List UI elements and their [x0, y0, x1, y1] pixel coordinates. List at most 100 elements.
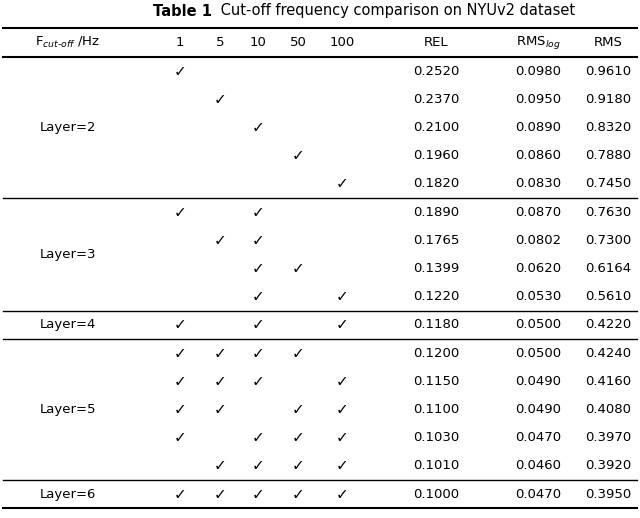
Text: ✓: ✓	[252, 318, 264, 333]
Text: ✓: ✓	[292, 261, 305, 276]
Text: 1: 1	[176, 36, 184, 49]
Text: 0.2520: 0.2520	[413, 65, 459, 78]
Text: ✓: ✓	[335, 458, 348, 473]
Text: 0.7300: 0.7300	[585, 234, 631, 247]
Text: 0.1000: 0.1000	[413, 487, 459, 500]
Text: ✓: ✓	[214, 374, 227, 389]
Text: 0.1010: 0.1010	[413, 459, 459, 472]
Text: 0.0470: 0.0470	[515, 487, 561, 500]
Text: ✓: ✓	[292, 486, 305, 501]
Text: 0.0830: 0.0830	[515, 177, 561, 191]
Text: 0.1100: 0.1100	[413, 403, 459, 416]
Text: 0.7450: 0.7450	[585, 177, 631, 191]
Text: $\mathrm{F}_{cut\text{-}off}$ /Hz: $\mathrm{F}_{cut\text{-}off}$ /Hz	[35, 35, 100, 50]
Text: ✓: ✓	[173, 374, 186, 389]
Text: 0.1150: 0.1150	[413, 375, 459, 388]
Text: ✓: ✓	[173, 64, 186, 79]
Text: 0.1399: 0.1399	[413, 262, 459, 275]
Text: 0.8320: 0.8320	[585, 121, 631, 134]
Text: 0.0890: 0.0890	[515, 121, 561, 134]
Text: 0.0620: 0.0620	[515, 262, 561, 275]
Text: 0.9180: 0.9180	[585, 93, 631, 106]
Text: 0.1030: 0.1030	[413, 431, 459, 444]
Text: 0.4220: 0.4220	[585, 319, 631, 332]
Text: ✓: ✓	[292, 148, 305, 163]
Text: Layer=3: Layer=3	[40, 248, 96, 261]
Text: 0.1890: 0.1890	[413, 206, 459, 219]
Text: 0.0870: 0.0870	[515, 206, 561, 219]
Text: Layer=2: Layer=2	[40, 121, 96, 134]
Text: ✓: ✓	[252, 346, 264, 361]
Text: 0.6164: 0.6164	[585, 262, 631, 275]
Text: Cut-off frequency comparison on NYUv2 dataset: Cut-off frequency comparison on NYUv2 da…	[216, 4, 575, 19]
Text: ✓: ✓	[252, 120, 264, 135]
Text: 0.1820: 0.1820	[413, 177, 459, 191]
Text: 50: 50	[289, 36, 307, 49]
Text: ✓: ✓	[173, 430, 186, 445]
Text: ✓: ✓	[252, 430, 264, 445]
Text: 0.1220: 0.1220	[413, 290, 459, 303]
Text: 0.0860: 0.0860	[515, 149, 561, 162]
Text: ✓: ✓	[335, 374, 348, 389]
Text: ✓: ✓	[214, 346, 227, 361]
Text: 0.1765: 0.1765	[413, 234, 459, 247]
Text: 0.4080: 0.4080	[585, 403, 631, 416]
Text: ✓: ✓	[252, 233, 264, 248]
Text: ✓: ✓	[252, 261, 264, 276]
Text: Layer=4: Layer=4	[40, 319, 96, 332]
Text: Table 1: Table 1	[153, 4, 212, 19]
Text: 0.5610: 0.5610	[585, 290, 631, 303]
Text: ✓: ✓	[173, 205, 186, 220]
Text: ✓: ✓	[252, 205, 264, 220]
Text: ✓: ✓	[335, 430, 348, 445]
Text: ✓: ✓	[292, 430, 305, 445]
Text: 0.0500: 0.0500	[515, 347, 561, 359]
Text: ✓: ✓	[292, 402, 305, 417]
Text: ✓: ✓	[173, 402, 186, 417]
Text: 0.3950: 0.3950	[585, 487, 631, 500]
Text: ✓: ✓	[252, 289, 264, 304]
Text: 0.9610: 0.9610	[585, 65, 631, 78]
Text: 0.3970: 0.3970	[585, 431, 631, 444]
Text: 0.1180: 0.1180	[413, 319, 459, 332]
Text: 0.7630: 0.7630	[585, 206, 631, 219]
Text: ✓: ✓	[173, 486, 186, 501]
Text: ✓: ✓	[214, 402, 227, 417]
Text: ✓: ✓	[214, 486, 227, 501]
Text: 0.0490: 0.0490	[515, 375, 561, 388]
Text: ✓: ✓	[335, 486, 348, 501]
Text: ✓: ✓	[335, 289, 348, 304]
Text: ✓: ✓	[292, 458, 305, 473]
Text: 0.1960: 0.1960	[413, 149, 459, 162]
Text: 0.0802: 0.0802	[515, 234, 561, 247]
Text: ✓: ✓	[252, 458, 264, 473]
Text: 0.4160: 0.4160	[585, 375, 631, 388]
Text: ✓: ✓	[214, 458, 227, 473]
Text: 0.1200: 0.1200	[413, 347, 459, 359]
Text: ✓: ✓	[173, 318, 186, 333]
Text: Layer=6: Layer=6	[40, 487, 96, 500]
Text: 0.0470: 0.0470	[515, 431, 561, 444]
Text: RMS: RMS	[593, 36, 623, 49]
Text: 0.0530: 0.0530	[515, 290, 561, 303]
Text: ✓: ✓	[214, 233, 227, 248]
Text: 100: 100	[330, 36, 355, 49]
Text: 0.0980: 0.0980	[515, 65, 561, 78]
Text: 0.0500: 0.0500	[515, 319, 561, 332]
Text: 0.0950: 0.0950	[515, 93, 561, 106]
Text: 5: 5	[216, 36, 224, 49]
Text: ✓: ✓	[292, 346, 305, 361]
Text: 0.7880: 0.7880	[585, 149, 631, 162]
Text: 0.0460: 0.0460	[515, 459, 561, 472]
Text: 0.3920: 0.3920	[585, 459, 631, 472]
Text: 0.2100: 0.2100	[413, 121, 459, 134]
Text: ✓: ✓	[252, 486, 264, 501]
Text: 0.4240: 0.4240	[585, 347, 631, 359]
Text: ✓: ✓	[252, 374, 264, 389]
Text: 0.2370: 0.2370	[413, 93, 459, 106]
Text: 0.0490: 0.0490	[515, 403, 561, 416]
Text: ✓: ✓	[335, 318, 348, 333]
Text: Layer=5: Layer=5	[40, 403, 96, 416]
Text: REL: REL	[424, 36, 448, 49]
Text: ✓: ✓	[335, 177, 348, 191]
